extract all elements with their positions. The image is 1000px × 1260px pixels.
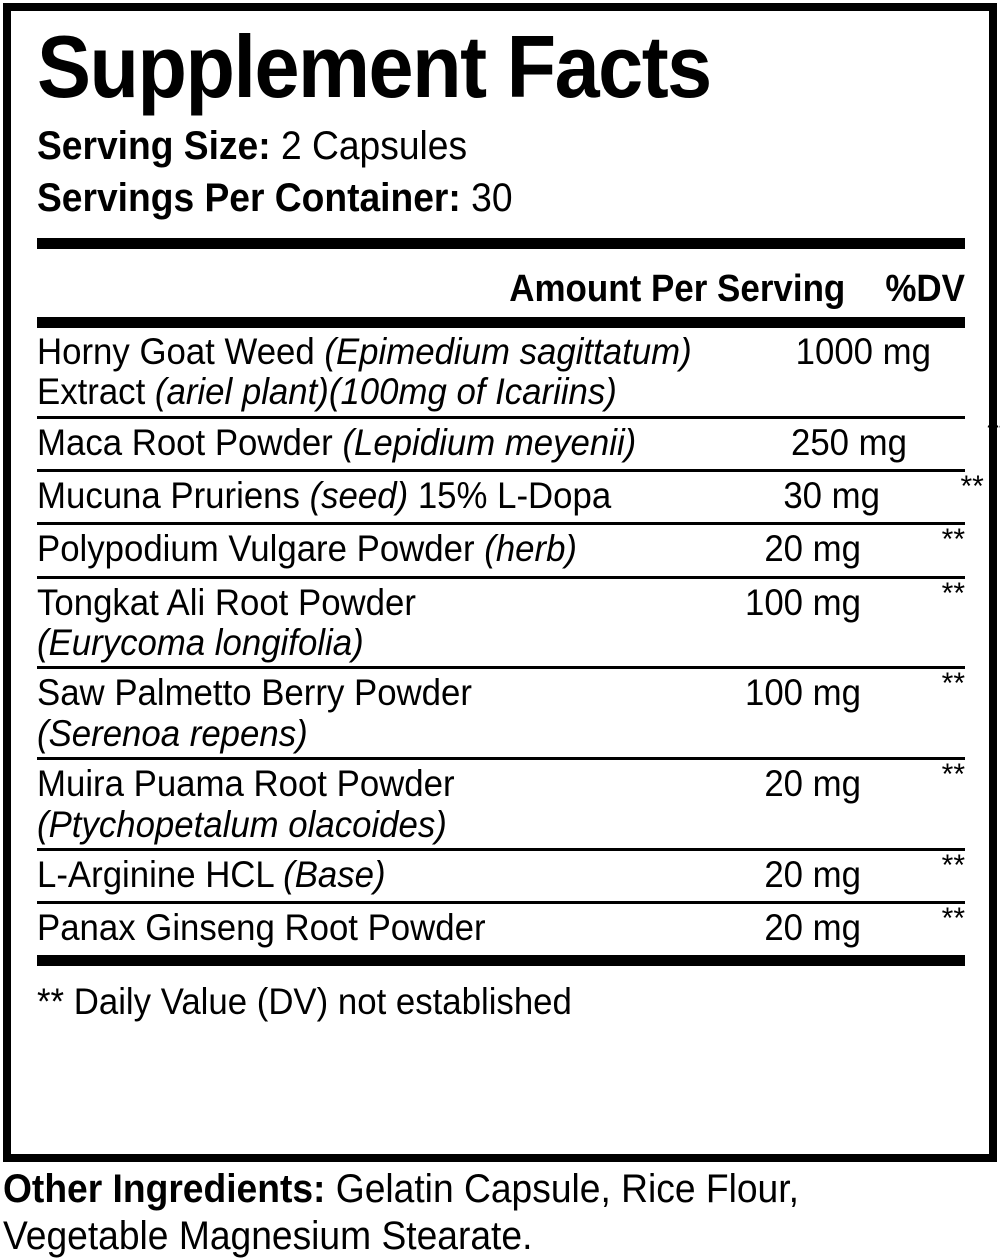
- ingredient-scientific-name: (Epimedium sagittatum): [324, 330, 692, 372]
- ingredient-name-text: Maca Root Powder: [37, 421, 343, 463]
- ingredient-amount: 1000 mg: [796, 330, 932, 372]
- table-row: Saw Palmetto Berry Powder 100 mg ** (Sereno…: [37, 669, 965, 757]
- other-ingredients-label: Other Ingredients:: [3, 1167, 326, 1211]
- panel-inner: Supplement Facts Serving Size: 2 Capsule…: [11, 17, 1000, 1168]
- column-header-amount: Amount Per Serving: [508, 267, 845, 310]
- row-divider: [37, 757, 965, 761]
- ingredient-name-suffix: 15% L-Dopa: [408, 474, 612, 516]
- ingredient-daily-value: **: [960, 469, 984, 503]
- table-row: Maca Root Powder (Lepidium meyenii) 250 m…: [37, 418, 1000, 469]
- ingredient-secondary-scientific-name: (ariel plant)(100mg of Icariins): [154, 371, 617, 413]
- table-row: Tongkat Ali Root Powder 100 mg ** (Eurycoma…: [37, 576, 965, 667]
- ingredient-name-text: Horny Goat Weed: [37, 330, 325, 372]
- servings-per-container-value: 30: [471, 175, 513, 220]
- ingredient-rows: Horny Goat Weed (Epimedium sagittatum) 10…: [37, 328, 1000, 955]
- table-row: L-Arginine HCL (Base) 20 mg **: [37, 848, 965, 901]
- table-row: Polypodium Vulgare Powder (herb) 20 mg **: [37, 525, 965, 575]
- ingredient-daily-value: **: [941, 667, 965, 701]
- column-header-dv: %DV: [885, 267, 965, 310]
- ingredient-name: Saw Palmetto Berry Powder: [37, 669, 593, 713]
- table-row-main: Horny Goat Weed (Epimedium sagittatum) 10…: [37, 328, 965, 372]
- ingredient-daily-value: **: [941, 523, 965, 557]
- ingredient-amount: 20 mg: [764, 907, 861, 949]
- ingredient-daily-value: **: [941, 758, 965, 792]
- ingredient-name-text: Mucuna Pruriens: [37, 474, 310, 516]
- table-row: Panax Ginseng Root Powder 20 mg **: [37, 904, 965, 954]
- ingredient-name: Mucuna Pruriens (seed) 15% L-Dopa: [37, 472, 611, 516]
- ingredient-name-text: Muira Puama Root Powder: [37, 763, 455, 805]
- other-ingredients: Other Ingredients: Gelatin Capsule, Rice…: [3, 1166, 927, 1260]
- ingredient-secondary-line: (Eurycoma longifolia): [37, 623, 909, 666]
- serving-size-value: 2 Capsules: [280, 124, 468, 169]
- page-title: Supplement Facts: [37, 17, 712, 116]
- ingredient-daily-value: **: [987, 416, 1000, 450]
- ingredient-name-text: Tongkat Ali Root Powder: [37, 581, 416, 623]
- ingredient-name: Horny Goat Weed (Epimedium sagittatum): [37, 328, 692, 372]
- ingredient-name-text: Saw Palmetto Berry Powder: [37, 672, 472, 714]
- ingredient-daily-value: **: [931, 328, 1000, 358]
- row-divider: [37, 522, 965, 526]
- ingredient-name: Panax Ginseng Root Powder: [37, 904, 593, 948]
- ingredient-name: L-Arginine HCL (Base): [37, 851, 593, 895]
- ingredient-secondary-scientific-name: (Serenoa repens): [37, 712, 308, 754]
- row-divider: [37, 575, 965, 579]
- table-row: Horny Goat Weed (Epimedium sagittatum) 10…: [37, 328, 965, 416]
- table-row: Muira Puama Root Powder 20 mg ** (Ptychopet…: [37, 760, 965, 848]
- servings-per-container-label: Servings Per Container:: [37, 175, 461, 220]
- ingredient-amount: 20 mg: [764, 763, 861, 805]
- ingredient-scientific-name: (herb): [484, 528, 578, 570]
- ingredient-scientific-name: (Lepidium meyenii): [342, 421, 637, 463]
- ingredient-scientific-name: (Base): [283, 853, 386, 895]
- ingredient-amount: 20 mg: [764, 528, 861, 570]
- ingredient-daily-value: **: [941, 902, 965, 936]
- ingredient-amount: 20 mg: [764, 853, 861, 895]
- table-row-main: Saw Palmetto Berry Powder 100 mg **: [37, 667, 965, 714]
- ingredient-secondary-line: (Ptychopetalum olacoides): [37, 803, 909, 848]
- ingredient-secondary-line: Extract (ariel plant)(100mg of Icariins): [37, 372, 909, 415]
- table-row-main: Panax Ginseng Root Powder 20 mg **: [37, 902, 965, 949]
- ingredient-name: Muira Puama Root Powder: [37, 760, 593, 804]
- table-row-main: Polypodium Vulgare Powder (herb) 20 mg **: [37, 523, 965, 570]
- other-ingredients-value: Gelatin Capsule, Rice Flour, Vegetable M…: [3, 1167, 799, 1259]
- ingredient-name: Maca Root Powder (Lepidium meyenii): [37, 419, 636, 463]
- divider-thick-top: [37, 237, 965, 249]
- ingredient-secondary-line: (Serenoa repens): [37, 714, 909, 757]
- ingredient-secondary-scientific-name: (Eurycoma longifolia): [37, 622, 364, 664]
- servings-per-container-line: Servings Per Container: 30: [37, 173, 900, 224]
- table-row-main: Maca Root Powder (Lepidium meyenii) 250 m…: [37, 418, 1000, 463]
- ingredient-daily-value: **: [941, 576, 965, 610]
- ingredient-secondary-scientific-name: (Ptychopetalum olacoides): [37, 803, 447, 845]
- ingredient-amount: 100 mg: [744, 672, 861, 714]
- ingredient-scientific-name: (seed): [309, 474, 409, 516]
- table-row-main: Muira Puama Root Powder 20 mg **: [37, 758, 965, 805]
- row-divider: [37, 901, 965, 905]
- row-divider: [37, 847, 965, 851]
- serving-size-line: Serving Size: 2 Capsules: [37, 121, 900, 172]
- divider-thick-header-bottom: [37, 316, 965, 328]
- table-row-main: Mucuna Pruriens (seed) 15% L-Dopa 30 mg **: [37, 471, 984, 516]
- row-divider: [37, 415, 965, 419]
- ingredient-daily-value: **: [941, 848, 965, 882]
- supplement-facts-panel: Supplement Facts Serving Size: 2 Capsule…: [3, 3, 1000, 1162]
- table-header-row: Amount Per Serving %DV: [37, 249, 965, 317]
- ingredient-name-text: Panax Ginseng Root Powder: [37, 907, 486, 949]
- ingredient-amount: 30 mg: [783, 474, 880, 516]
- serving-size-label: Serving Size:: [37, 124, 271, 169]
- table-row-main: L-Arginine HCL (Base) 20 mg **: [37, 848, 965, 895]
- ingredient-amount: 100 mg: [744, 581, 861, 623]
- ingredient-name-text: L-Arginine HCL: [37, 853, 284, 895]
- footnote: ** Daily Value (DV) not established: [37, 980, 572, 1022]
- ingredient-name-text: Polypodium Vulgare Powder: [37, 528, 485, 570]
- ingredient-name: Polypodium Vulgare Powder (herb): [37, 525, 593, 569]
- table-row-main: Tongkat Ali Root Powder 100 mg **: [37, 576, 965, 623]
- ingredient-amount: 250 mg: [790, 421, 907, 463]
- ingredient-name: Tongkat Ali Root Powder: [37, 579, 593, 623]
- table-row: Mucuna Pruriens (seed) 15% L-Dopa 30 mg **: [37, 471, 984, 522]
- divider-thick-footnote: [37, 954, 965, 966]
- row-divider: [37, 468, 965, 472]
- ingredient-secondary-text: Extract: [37, 371, 155, 413]
- row-divider: [37, 666, 965, 670]
